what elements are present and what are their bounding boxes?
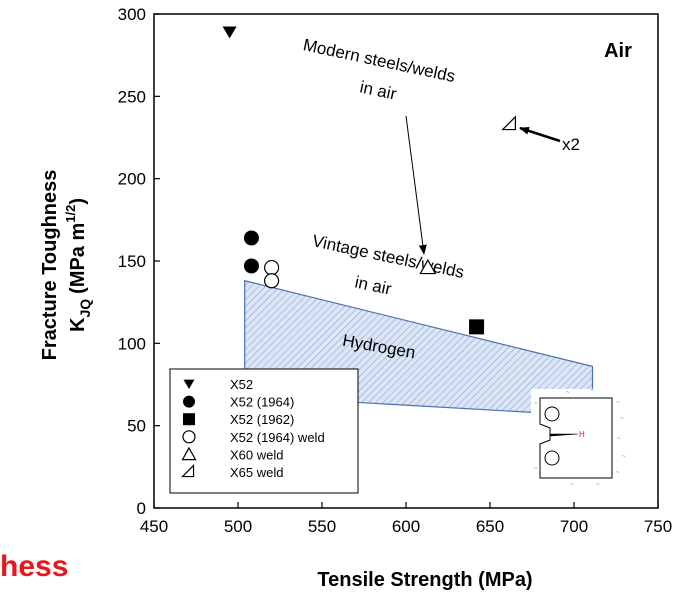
y-axis-title-main: Fracture Toughness — [39, 170, 61, 361]
air-label: Air — [604, 40, 632, 62]
data-point — [501, 115, 517, 131]
legend-label: X52 (1962) — [230, 412, 294, 427]
specimen-crack — [549, 433, 579, 437]
x-tick-label: 650 — [476, 517, 504, 536]
y-tick-label: 0 — [137, 499, 146, 518]
x-tick-label: 700 — [560, 517, 588, 536]
y-tick-label: 50 — [127, 417, 146, 436]
data-point — [222, 26, 237, 39]
specimen-pin-hole-top — [544, 406, 560, 422]
legend-label: X60 weld — [230, 447, 283, 462]
x-tick-label: 750 — [644, 517, 672, 536]
vintage-steels-label-line2: in air — [353, 272, 393, 298]
svg-text:~: ~ — [616, 470, 620, 476]
y-label-units-close: ) — [67, 198, 89, 205]
legend-marker — [181, 446, 197, 461]
y-axis-title-units: KJQ (MPa m1/2) — [63, 198, 93, 332]
legend-label: X52 — [230, 377, 253, 392]
svg-text:~: ~ — [570, 482, 574, 488]
data-point — [264, 259, 280, 276]
y-axis: 0 50 100 150 200 250 300 — [118, 5, 160, 518]
data-point — [243, 258, 259, 274]
vintage-steels-label: Vintage steels/welds — [311, 231, 466, 282]
x-tick-label: 550 — [308, 517, 336, 536]
data-point — [264, 273, 280, 289]
specimen-body — [539, 397, 613, 479]
y-tick-label: 250 — [118, 87, 146, 106]
x2-label: x2 — [562, 135, 580, 154]
legend-marker — [183, 395, 195, 408]
svg-text:~: ~ — [534, 466, 538, 472]
legend-marker — [183, 379, 195, 389]
x-tick-label: 450 — [140, 517, 168, 536]
y-label-k: K — [67, 317, 89, 332]
x-axis: 450 500 550 600 650 700 750 — [140, 502, 672, 536]
legend: X52 X52 (1964) X52 (1962) X52 (1964) weld X6… — [169, 368, 359, 494]
legend-box — [169, 368, 359, 494]
svg-text:~: ~ — [596, 482, 600, 488]
legend-marker — [182, 430, 196, 444]
x-tick-label: 500 — [224, 517, 252, 536]
y-tick-label: 150 — [118, 252, 146, 271]
svg-text:~: ~ — [622, 454, 626, 460]
data-points — [222, 26, 517, 335]
modern-arrow — [405, 115, 427, 255]
y-tick-label: 200 — [118, 170, 146, 189]
svg-text:~: ~ — [534, 401, 538, 407]
data-point — [419, 258, 437, 275]
y-label-units-exp: 1/2 — [63, 205, 78, 223]
specimen-crack-tip-mark: H — [579, 430, 585, 439]
data-point — [469, 319, 485, 335]
legend-marker — [183, 413, 195, 426]
modern-steels-label: Modern steels/welds — [301, 35, 457, 86]
y-label-units-open: (MPa m — [67, 223, 89, 294]
x-tick-label: 600 — [392, 517, 420, 536]
y-label-jq: JQ — [77, 299, 93, 318]
x2-arrow — [519, 126, 561, 143]
legend-label: X52 (1964) — [230, 395, 294, 410]
cut-off-slide-title: hess — [0, 550, 69, 583]
y-axis-title: Fracture Toughness KJQ (MPa m1/2) — [39, 170, 93, 361]
specimen-inset: H ~ ~ ~ ~ ~ ~ ~ ~ ~ ~ ~ — [531, 388, 634, 488]
data-point — [243, 230, 259, 246]
svg-text:~: ~ — [590, 388, 594, 394]
svg-text:~: ~ — [566, 390, 570, 396]
svg-text:~: ~ — [617, 436, 621, 442]
specimen-pin-hole-bottom — [544, 450, 560, 466]
y-tick-label: 300 — [118, 5, 146, 24]
legend-label: X65 weld — [230, 465, 283, 480]
svg-text:~: ~ — [620, 416, 624, 422]
legend-label: X52 (1964) weld — [230, 430, 325, 445]
svg-text:~: ~ — [616, 400, 620, 406]
specimen-hydrogen-marks: ~ ~ ~ ~ ~ ~ ~ ~ ~ ~ ~ — [534, 388, 626, 488]
y-tick-label: 100 — [118, 334, 146, 353]
x-axis-title: Tensile Strength (MPa) — [317, 569, 532, 591]
modern-steels-label-line2: in air — [358, 77, 398, 103]
legend-marker — [181, 464, 195, 478]
